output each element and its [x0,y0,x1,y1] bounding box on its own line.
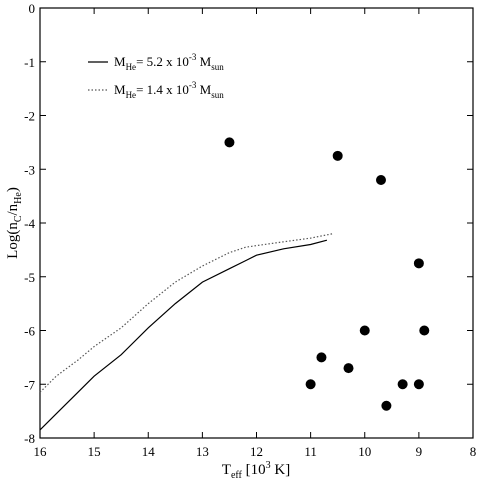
data-point [305,379,316,390]
y-tick-label: -7 [24,377,35,392]
x-tick-label: 11 [304,444,317,459]
y-tick-label: 0 [29,1,36,16]
x-tick-label: 8 [470,444,477,459]
x-tick-label: 9 [416,444,423,459]
y-tick-label: -5 [24,270,35,285]
series-line [39,239,328,431]
x-tick-label: 14 [142,444,156,459]
y-tick-label: -2 [24,109,35,124]
data-point [224,137,235,148]
legend: MHe= 5.2 x 10-3 Msun MHe= 1.4 x 10-3 Msun [88,52,224,100]
data-point [397,379,408,390]
data-point [316,352,327,363]
y-axis-label: Log(nC/nHe) [5,187,24,259]
y-tick-label: -1 [24,55,35,70]
data-point [332,150,343,161]
series-line [39,233,333,393]
data-point [381,400,392,411]
x-tick-label: 12 [250,444,263,459]
plot-frame [39,7,474,439]
data-point [359,325,370,336]
x-tick-label: 13 [196,444,209,459]
axis-ticks: 16 15 14 13 12 11 10 9 8 0 -1 -2 -3 -4 -5 -6 -7 -8 [24,1,476,459]
y-tick-label: -6 [24,324,35,339]
legend-label: MHe= 5.2 x 10-3 Msun [114,52,224,72]
y-tick-label: -8 [24,431,35,446]
x-tick-label: 16 [34,444,48,459]
data-point [419,325,430,336]
data-points [224,137,430,411]
data-point [375,175,386,185]
y-tick-label: -3 [24,162,35,177]
y-tick-label: -4 [24,216,35,231]
data-point [413,258,424,269]
x-axis-label: Teff [103 K] [222,460,290,481]
legend-label: MHe= 1.4 x 10-3 Msun [114,80,224,100]
data-point [413,379,424,390]
series-lines [39,233,333,431]
data-point [343,363,354,374]
x-tick-label: 10 [358,444,371,459]
x-tick-label: 15 [88,444,101,459]
